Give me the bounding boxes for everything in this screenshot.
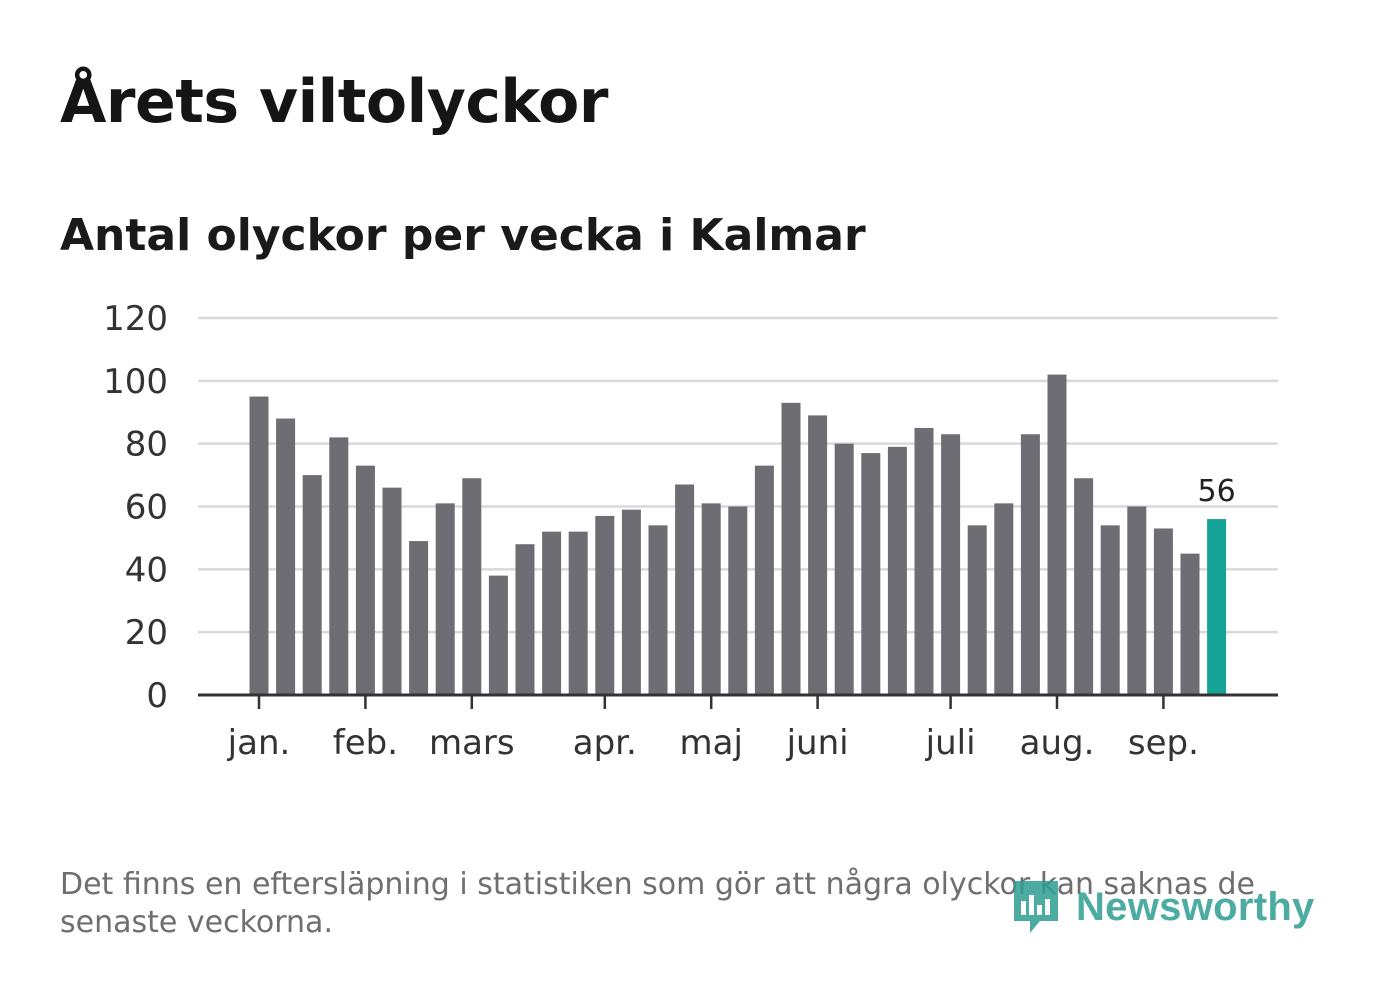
bar [1180, 553, 1200, 695]
bar [1020, 434, 1040, 695]
bar [515, 544, 535, 695]
y-tick-label: 20 [125, 613, 168, 653]
data-labels: 56 [1198, 474, 1236, 509]
x-tick-label: maj [679, 723, 742, 763]
bar [249, 396, 269, 695]
bar [542, 531, 562, 695]
bar [409, 541, 429, 695]
bar [648, 525, 668, 695]
bar [1100, 525, 1120, 695]
x-tick-label: sep. [1128, 723, 1199, 763]
bar [808, 415, 828, 695]
bar [355, 465, 375, 695]
y-tick-label: 80 [125, 425, 168, 465]
bar [887, 446, 907, 695]
y-tick-label: 0 [146, 676, 168, 716]
x-tick-label: juni [786, 723, 849, 763]
newsworthy-logo: Newsworthy [1010, 872, 1315, 942]
x-tick-label: feb. [333, 723, 398, 763]
logo-text: Newsworthy [1076, 884, 1315, 929]
bar [701, 503, 721, 695]
bar [595, 515, 615, 695]
bar [728, 506, 748, 695]
bar [1074, 478, 1094, 695]
bar [435, 503, 455, 695]
x-tick-label: aug. [1020, 723, 1095, 763]
bar [568, 531, 588, 695]
newsworthy-logo-icon [1014, 881, 1058, 933]
bar [861, 453, 881, 695]
bar [462, 478, 482, 695]
bar [834, 443, 854, 695]
bar [382, 487, 402, 695]
bar [781, 402, 801, 695]
bars [249, 374, 1227, 695]
y-tick-label: 120 [103, 299, 168, 339]
bar-highlight [1207, 519, 1227, 695]
bar [1127, 506, 1147, 695]
bar [621, 509, 641, 695]
bar [329, 437, 349, 695]
x-tick-label: jan. [227, 723, 291, 763]
x-axis-month-labels: jan. feb. mars apr. maj juni juli aug. sep. [227, 723, 1199, 763]
bar [754, 465, 774, 695]
x-tick-label: apr. [573, 723, 637, 763]
y-tick-label: 40 [125, 550, 168, 590]
x-axis [198, 693, 1278, 709]
bar [1153, 528, 1173, 695]
x-tick-label: mars [429, 723, 515, 763]
chart-subtitle: Antal olyckor per vecka i Kalmar [60, 210, 866, 261]
bar [675, 484, 695, 695]
bar [302, 475, 322, 695]
x-tick-label: juli [925, 723, 976, 763]
y-tick-label: 100 [103, 362, 168, 402]
bar [967, 525, 987, 695]
bar [914, 427, 934, 695]
data-label-last-week: 56 [1198, 474, 1236, 509]
bar [276, 418, 296, 695]
bar [488, 575, 508, 695]
bar [1047, 374, 1067, 695]
y-axis-ticks: 0 20 40 60 80 100 120 [103, 299, 168, 716]
bar [941, 434, 961, 695]
chart-title: Årets viltolyckor [60, 67, 609, 137]
y-tick-label: 60 [125, 488, 168, 528]
bar [994, 503, 1014, 695]
